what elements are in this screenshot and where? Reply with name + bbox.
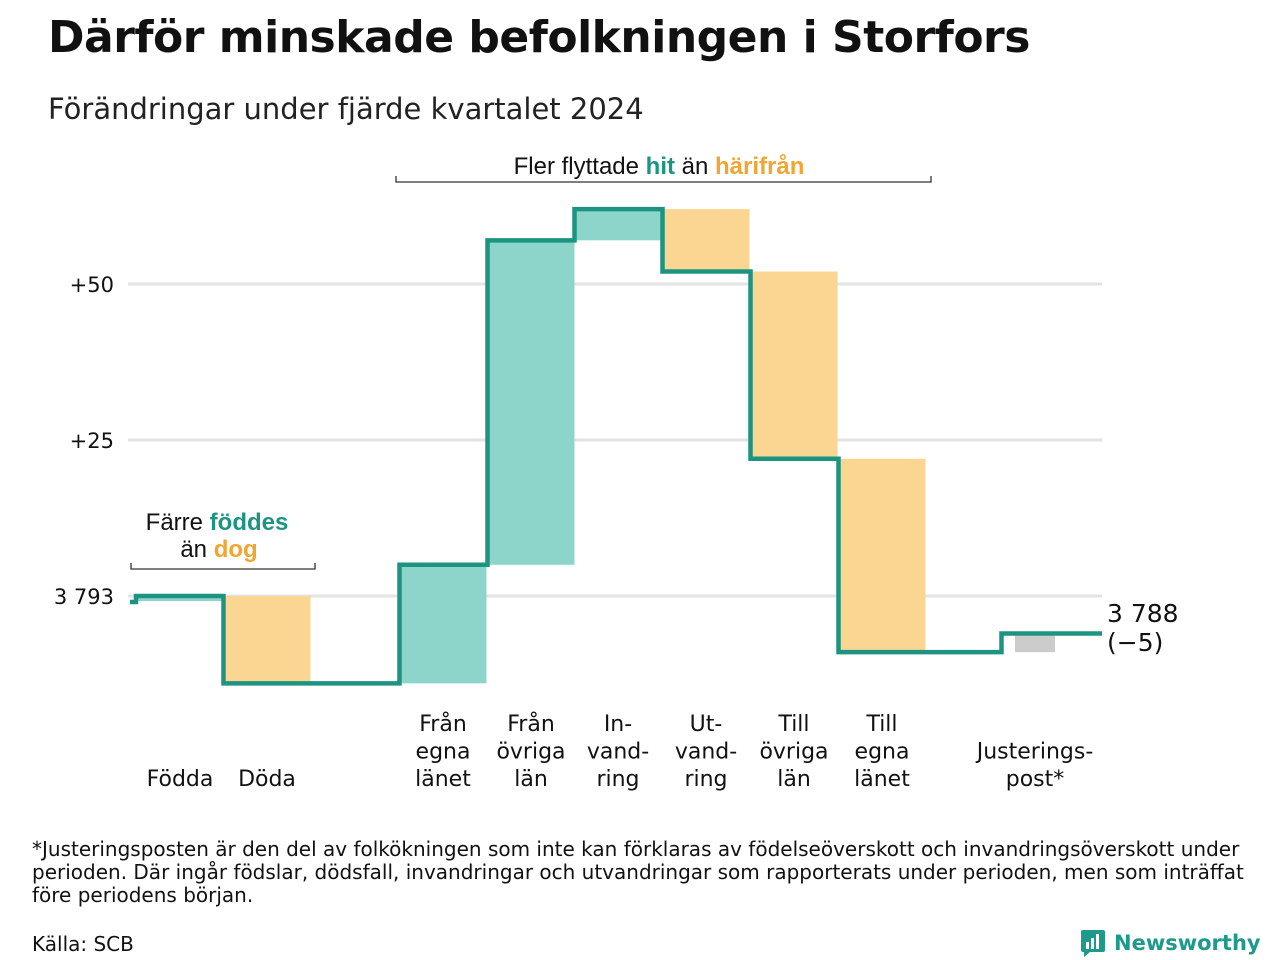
footnote: *Justeringsposten är den del av folkökni… xyxy=(32,837,1244,907)
end-value-label: 3 788 xyxy=(1107,599,1179,628)
category-label: Från xyxy=(419,711,467,737)
category-label: Justerings- xyxy=(975,740,1094,765)
annotation-text: än xyxy=(675,153,715,180)
annotation-text: Färre xyxy=(146,509,210,536)
annotation-highlight-born: föddes xyxy=(210,509,289,536)
category-label: övriga xyxy=(496,740,565,765)
category-label: Döda xyxy=(238,767,296,792)
category-label: län xyxy=(514,767,548,792)
annotation-highlight-died: dog xyxy=(214,536,258,563)
newsworthy-logo[interactable]: Newsworthy xyxy=(1080,928,1261,958)
category-label: län xyxy=(777,767,811,792)
chart-title: Därför minskade befolkningen i Storfors xyxy=(48,12,1030,63)
migration-bracket xyxy=(395,176,932,183)
y-tick-label: +50 xyxy=(70,273,114,297)
newsworthy-logo-icon xyxy=(1081,930,1105,957)
bar-8 xyxy=(838,458,926,653)
births-deaths-annotation-line1: Färre föddes xyxy=(146,509,289,536)
bar-5 xyxy=(574,209,662,241)
y-tick-label: +25 xyxy=(70,429,114,453)
category-label: In- xyxy=(604,712,632,737)
category-label: post* xyxy=(1006,767,1065,792)
step-line xyxy=(130,206,1102,686)
end-change-label: (−5) xyxy=(1107,628,1163,657)
migration-annotation: Fler flyttade hit än härifrån xyxy=(514,153,805,180)
births-deaths-bracket xyxy=(130,563,316,570)
bar-6 xyxy=(662,209,750,272)
chart-subtitle: Förändringar under fjärde kvartalet 2024 xyxy=(48,92,644,126)
category-label: ring xyxy=(684,767,727,792)
category-label: vand- xyxy=(587,740,649,765)
category-label: Till xyxy=(865,712,897,737)
category-label: egna xyxy=(855,740,910,765)
source-label: Källa: SCB xyxy=(32,932,134,956)
category-label: Ut- xyxy=(690,712,723,737)
bar-7 xyxy=(750,271,838,459)
births-deaths-annotation-line2: än dog xyxy=(180,536,257,563)
waterfall-chart: 3 793+25+503 788(−5) Födda DödaFrånegnalä… xyxy=(54,153,1179,792)
annotation-highlight-away: härifrån xyxy=(715,153,804,180)
category-label: egna xyxy=(416,740,471,765)
category-label: Från xyxy=(507,711,555,737)
annotation-text: än xyxy=(180,536,213,563)
annotation-highlight-here: hit xyxy=(646,153,675,180)
category-label: ring xyxy=(596,767,639,792)
bar-3 xyxy=(399,564,487,684)
category-label: övriga xyxy=(759,740,828,765)
bar-1 xyxy=(136,596,224,601)
category-label: Till xyxy=(777,712,809,737)
y-tick-label: 3 793 xyxy=(54,585,114,609)
category-label: länet xyxy=(415,767,471,792)
bar-9 xyxy=(1015,633,1055,653)
logo-text: Newsworthy xyxy=(1114,931,1261,955)
bar-2 xyxy=(223,596,311,684)
annotation-text: Fler flyttade xyxy=(514,153,646,180)
category-label: länet xyxy=(854,767,910,792)
category-label: Födda xyxy=(147,767,214,792)
bar-4 xyxy=(487,240,575,565)
category-label: vand- xyxy=(675,740,737,765)
